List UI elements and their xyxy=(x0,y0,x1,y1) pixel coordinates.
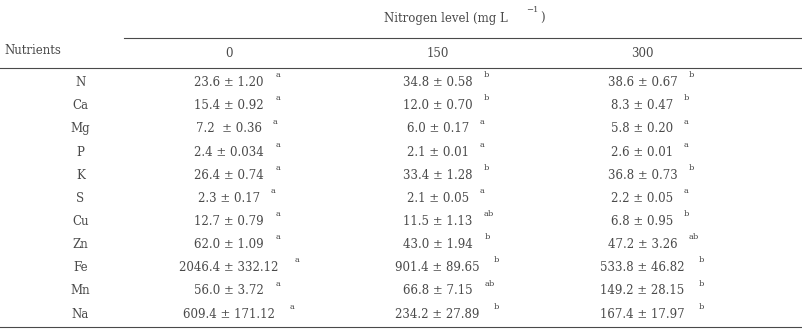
Text: b: b xyxy=(493,303,498,311)
Text: S: S xyxy=(76,192,84,205)
Text: 2.1 ± 0.01: 2.1 ± 0.01 xyxy=(406,146,468,159)
Text: b: b xyxy=(493,256,499,264)
Text: 2046.4 ± 332.12: 2046.4 ± 332.12 xyxy=(179,261,278,274)
Text: Nutrients: Nutrients xyxy=(4,44,61,57)
Text: 11.5 ± 1.13: 11.5 ± 1.13 xyxy=(403,215,472,228)
Text: Zn: Zn xyxy=(72,238,88,251)
Text: 150: 150 xyxy=(426,47,448,61)
Text: 0: 0 xyxy=(225,47,233,61)
Text: 6.8 ± 0.95: 6.8 ± 0.95 xyxy=(610,215,673,228)
Text: 2.3 ± 0.17: 2.3 ± 0.17 xyxy=(197,192,260,205)
Text: 62.0 ± 1.09: 62.0 ± 1.09 xyxy=(194,238,263,251)
Text: 2.6 ± 0.01: 2.6 ± 0.01 xyxy=(610,146,673,159)
Text: −1: −1 xyxy=(525,6,538,14)
Text: 66.8 ± 7.15: 66.8 ± 7.15 xyxy=(403,284,472,297)
Text: 901.4 ± 89.65: 901.4 ± 89.65 xyxy=(395,261,480,274)
Text: 56.0 ± 3.72: 56.0 ± 3.72 xyxy=(194,284,263,297)
Text: a: a xyxy=(275,141,280,149)
Text: 2.4 ± 0.034: 2.4 ± 0.034 xyxy=(194,146,263,159)
Text: 234.2 ± 27.89: 234.2 ± 27.89 xyxy=(395,307,480,321)
Text: a: a xyxy=(275,210,280,218)
Text: b: b xyxy=(484,94,489,103)
Text: b: b xyxy=(484,164,489,172)
Text: 36.8 ± 0.73: 36.8 ± 0.73 xyxy=(607,168,676,182)
Text: ab: ab xyxy=(484,279,494,288)
Text: a: a xyxy=(294,256,299,264)
Text: ab: ab xyxy=(688,233,699,241)
Text: 5.8 ± 0.20: 5.8 ± 0.20 xyxy=(610,122,673,136)
Text: b: b xyxy=(688,164,694,172)
Text: P: P xyxy=(76,146,84,159)
Text: b: b xyxy=(683,94,689,103)
Text: N: N xyxy=(75,76,85,89)
Text: a: a xyxy=(275,164,280,172)
Text: 7.2  ± 0.36: 7.2 ± 0.36 xyxy=(196,122,261,136)
Text: b: b xyxy=(688,71,694,79)
Text: K: K xyxy=(75,168,85,182)
Text: b: b xyxy=(484,233,489,241)
Text: 300: 300 xyxy=(630,47,653,61)
Text: b: b xyxy=(484,71,489,79)
Text: a: a xyxy=(683,118,688,126)
Text: 149.2 ± 28.15: 149.2 ± 28.15 xyxy=(600,284,683,297)
Text: 12.0 ± 0.70: 12.0 ± 0.70 xyxy=(403,99,472,112)
Text: 609.4 ± 171.12: 609.4 ± 171.12 xyxy=(183,307,274,321)
Text: Nitrogen level (mg L: Nitrogen level (mg L xyxy=(383,12,507,25)
Text: Na: Na xyxy=(71,307,89,321)
Text: a: a xyxy=(290,303,294,311)
Text: a: a xyxy=(683,187,688,195)
Text: Mn: Mn xyxy=(71,284,90,297)
Text: 34.8 ± 0.58: 34.8 ± 0.58 xyxy=(403,76,472,89)
Text: b: b xyxy=(698,256,703,264)
Text: a: a xyxy=(479,141,484,149)
Text: 2.1 ± 0.05: 2.1 ± 0.05 xyxy=(406,192,468,205)
Text: 33.4 ± 1.28: 33.4 ± 1.28 xyxy=(403,168,472,182)
Text: Cu: Cu xyxy=(72,215,88,228)
Text: 533.8 ± 46.82: 533.8 ± 46.82 xyxy=(599,261,684,274)
Text: 6.0 ± 0.17: 6.0 ± 0.17 xyxy=(406,122,468,136)
Text: b: b xyxy=(698,279,703,288)
Text: a: a xyxy=(270,187,275,195)
Text: a: a xyxy=(479,187,484,195)
Text: 23.6 ± 1.20: 23.6 ± 1.20 xyxy=(194,76,263,89)
Text: Fe: Fe xyxy=(73,261,87,274)
Text: a: a xyxy=(275,279,280,288)
Text: a: a xyxy=(275,233,280,241)
Text: 47.2 ± 3.26: 47.2 ± 3.26 xyxy=(607,238,676,251)
Text: ): ) xyxy=(539,12,544,25)
Text: Mg: Mg xyxy=(71,122,90,136)
Text: 8.3 ± 0.47: 8.3 ± 0.47 xyxy=(610,99,673,112)
Text: b: b xyxy=(683,210,689,218)
Text: b: b xyxy=(698,303,703,311)
Text: 12.7 ± 0.79: 12.7 ± 0.79 xyxy=(194,215,263,228)
Text: 2.2 ± 0.05: 2.2 ± 0.05 xyxy=(610,192,673,205)
Text: a: a xyxy=(683,141,688,149)
Text: 167.4 ± 17.97: 167.4 ± 17.97 xyxy=(599,307,684,321)
Text: a: a xyxy=(275,71,280,79)
Text: 38.6 ± 0.67: 38.6 ± 0.67 xyxy=(607,76,676,89)
Text: ab: ab xyxy=(484,210,494,218)
Text: 43.0 ± 1.94: 43.0 ± 1.94 xyxy=(403,238,472,251)
Text: a: a xyxy=(275,94,280,103)
Text: a: a xyxy=(273,118,277,126)
Text: 15.4 ± 0.92: 15.4 ± 0.92 xyxy=(194,99,263,112)
Text: Ca: Ca xyxy=(72,99,88,112)
Text: a: a xyxy=(479,118,484,126)
Text: 26.4 ± 0.74: 26.4 ± 0.74 xyxy=(194,168,263,182)
